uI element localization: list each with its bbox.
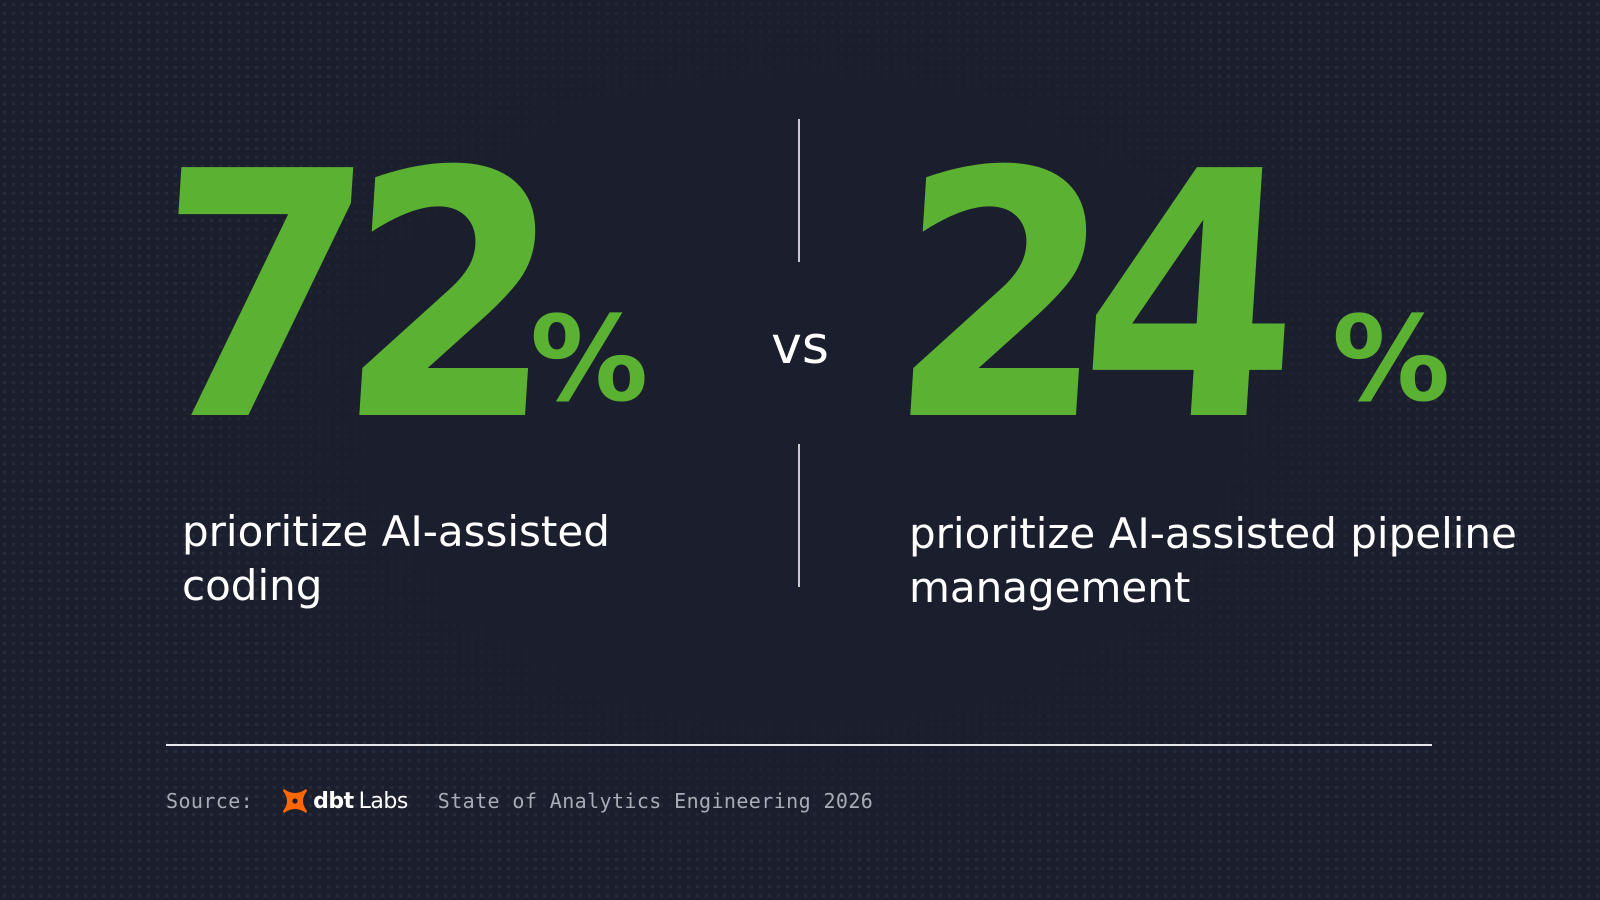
divider-top — [798, 119, 800, 262]
logo-brand-dbt: dbt — [313, 788, 354, 814]
report-title: State of Analytics Engineering 2026 — [437, 789, 874, 813]
dbt-labs-logo: dbt Labs — [281, 787, 408, 815]
dbt-logo-icon — [283, 789, 308, 813]
divider-bottom — [798, 444, 800, 587]
right-percent-sign: % — [1332, 290, 1451, 428]
left-stat-number: 72 — [139, 100, 545, 496]
source-footer: Source: dbt Labs State of Analytics Engi… — [166, 786, 873, 816]
left-stat-description: prioritize AI-assisted coding — [182, 507, 610, 610]
right-stat-number: 24 — [880, 100, 1286, 496]
footer-divider — [166, 744, 1432, 746]
source-label: Source: — [166, 789, 254, 813]
vs-label: vs — [771, 316, 829, 376]
logo-brand-labs: Labs — [358, 788, 409, 814]
right-stat-description: prioritize AI-assisted pipeline manageme… — [909, 509, 1517, 612]
left-percent-sign: % — [530, 290, 649, 428]
